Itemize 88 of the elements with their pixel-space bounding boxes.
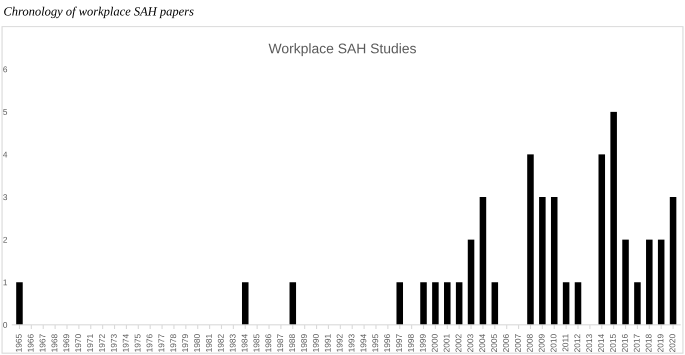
bar xyxy=(420,282,427,325)
bar xyxy=(610,112,617,325)
x-tick-label: 1995 xyxy=(372,334,378,352)
x-tick-label: 2002 xyxy=(456,334,462,352)
x-tick-label: 2014 xyxy=(598,334,604,352)
x-tick-label: 1984 xyxy=(242,334,248,352)
y-tick-label: 5 xyxy=(3,109,8,115)
x-tick-label: 1971 xyxy=(87,334,93,352)
x-tick-label: 2017 xyxy=(634,334,640,352)
x-tick-label: 1981 xyxy=(206,334,212,352)
x-tick-label: 1968 xyxy=(51,334,58,352)
bar xyxy=(396,282,404,325)
x-tick-label: 1969 xyxy=(63,334,70,352)
x-tick-label: 1993 xyxy=(348,334,354,352)
bar xyxy=(646,240,653,325)
bar xyxy=(290,282,296,325)
bar xyxy=(622,240,629,325)
x-tick-label: 1999 xyxy=(420,334,426,352)
x-tick-label: 1976 xyxy=(146,334,152,352)
x-tick-label: 1996 xyxy=(384,334,390,352)
bar xyxy=(598,154,606,325)
x-tick-label: 2019 xyxy=(658,334,664,352)
x-tick-label: 1998 xyxy=(408,334,414,352)
x-tick-label: 2011 xyxy=(562,334,568,352)
chart-title: Workplace SAH Studies xyxy=(268,43,416,56)
bar xyxy=(468,240,474,325)
x-tick-label: 1973 xyxy=(110,334,117,352)
bar xyxy=(527,154,534,325)
x-tick-label: 1983 xyxy=(230,334,236,352)
x-tick-label: 1979 xyxy=(182,334,188,352)
x-tick-label: 2010 xyxy=(550,334,556,352)
bar xyxy=(670,197,676,325)
bar xyxy=(444,282,451,325)
x-tick-label: 1989 xyxy=(301,334,307,352)
x-tick-label: 2008 xyxy=(526,334,533,352)
bar xyxy=(16,282,23,325)
x-tick-label: 1992 xyxy=(336,334,343,352)
x-tick-label: 1988 xyxy=(289,334,296,352)
x-tick-label: 1985 xyxy=(253,334,260,352)
x-tick-label: 1982 xyxy=(218,334,224,352)
x-tick-label: 2012 xyxy=(574,334,580,352)
x-tick-label: 1987 xyxy=(277,334,284,352)
x-tick-label: 1990 xyxy=(312,334,319,352)
bar xyxy=(242,282,249,325)
x-tick-label: 1972 xyxy=(98,334,105,352)
y-tick-label: 0 xyxy=(3,322,8,328)
bar xyxy=(562,282,570,325)
bar xyxy=(658,240,664,325)
x-tick-label: 2006 xyxy=(503,334,509,352)
x-tick-label: 2018 xyxy=(646,334,652,352)
x-tick-label: 1975 xyxy=(134,334,141,352)
x-tick-label: 2020 xyxy=(669,334,676,352)
y-tick-label: 6 xyxy=(3,66,8,72)
x-tick-label: 1974 xyxy=(122,334,129,352)
bar xyxy=(574,282,582,325)
bar xyxy=(550,197,558,325)
x-tick-label: 1986 xyxy=(265,334,272,352)
bar xyxy=(456,282,462,325)
x-tick-label: 1970 xyxy=(75,334,82,352)
x-tick-label: 1997 xyxy=(396,334,402,352)
x-tick-label: 1965 xyxy=(16,334,22,352)
y-tick-label: 3 xyxy=(3,194,8,200)
x-tick-label: 2000 xyxy=(432,334,438,352)
x-tick-label: 1994 xyxy=(360,334,366,352)
x-tick-label: 2007 xyxy=(514,334,521,352)
x-tick-label: 2003 xyxy=(467,334,474,352)
x-tick-label: 2009 xyxy=(538,334,545,352)
x-tick-label: 1991 xyxy=(324,334,331,352)
bar xyxy=(492,282,498,325)
x-tick-label: 1967 xyxy=(40,334,46,352)
bar xyxy=(539,197,546,325)
bar xyxy=(432,282,439,325)
x-tick-label: 1980 xyxy=(194,334,200,352)
x-tick-label: 1977 xyxy=(158,334,164,352)
y-tick-label: 1 xyxy=(3,280,8,286)
x-tick-label: 2004 xyxy=(479,334,486,352)
y-tick-label: 4 xyxy=(3,152,8,158)
x-tick-label: 2005 xyxy=(491,334,498,352)
y-tick-label: 2 xyxy=(3,236,8,243)
bar xyxy=(634,282,641,325)
x-tick-label: 2001 xyxy=(444,334,450,352)
bar xyxy=(480,197,486,325)
x-tick-label: 1978 xyxy=(170,334,176,352)
x-tick-label: 2015 xyxy=(610,334,616,352)
x-tick-label: 1966 xyxy=(28,334,34,352)
text: Chronology of workplace SAH papers xyxy=(4,6,194,18)
x-tick-label: 2016 xyxy=(622,334,628,352)
x-tick-label: 2013 xyxy=(586,334,592,352)
